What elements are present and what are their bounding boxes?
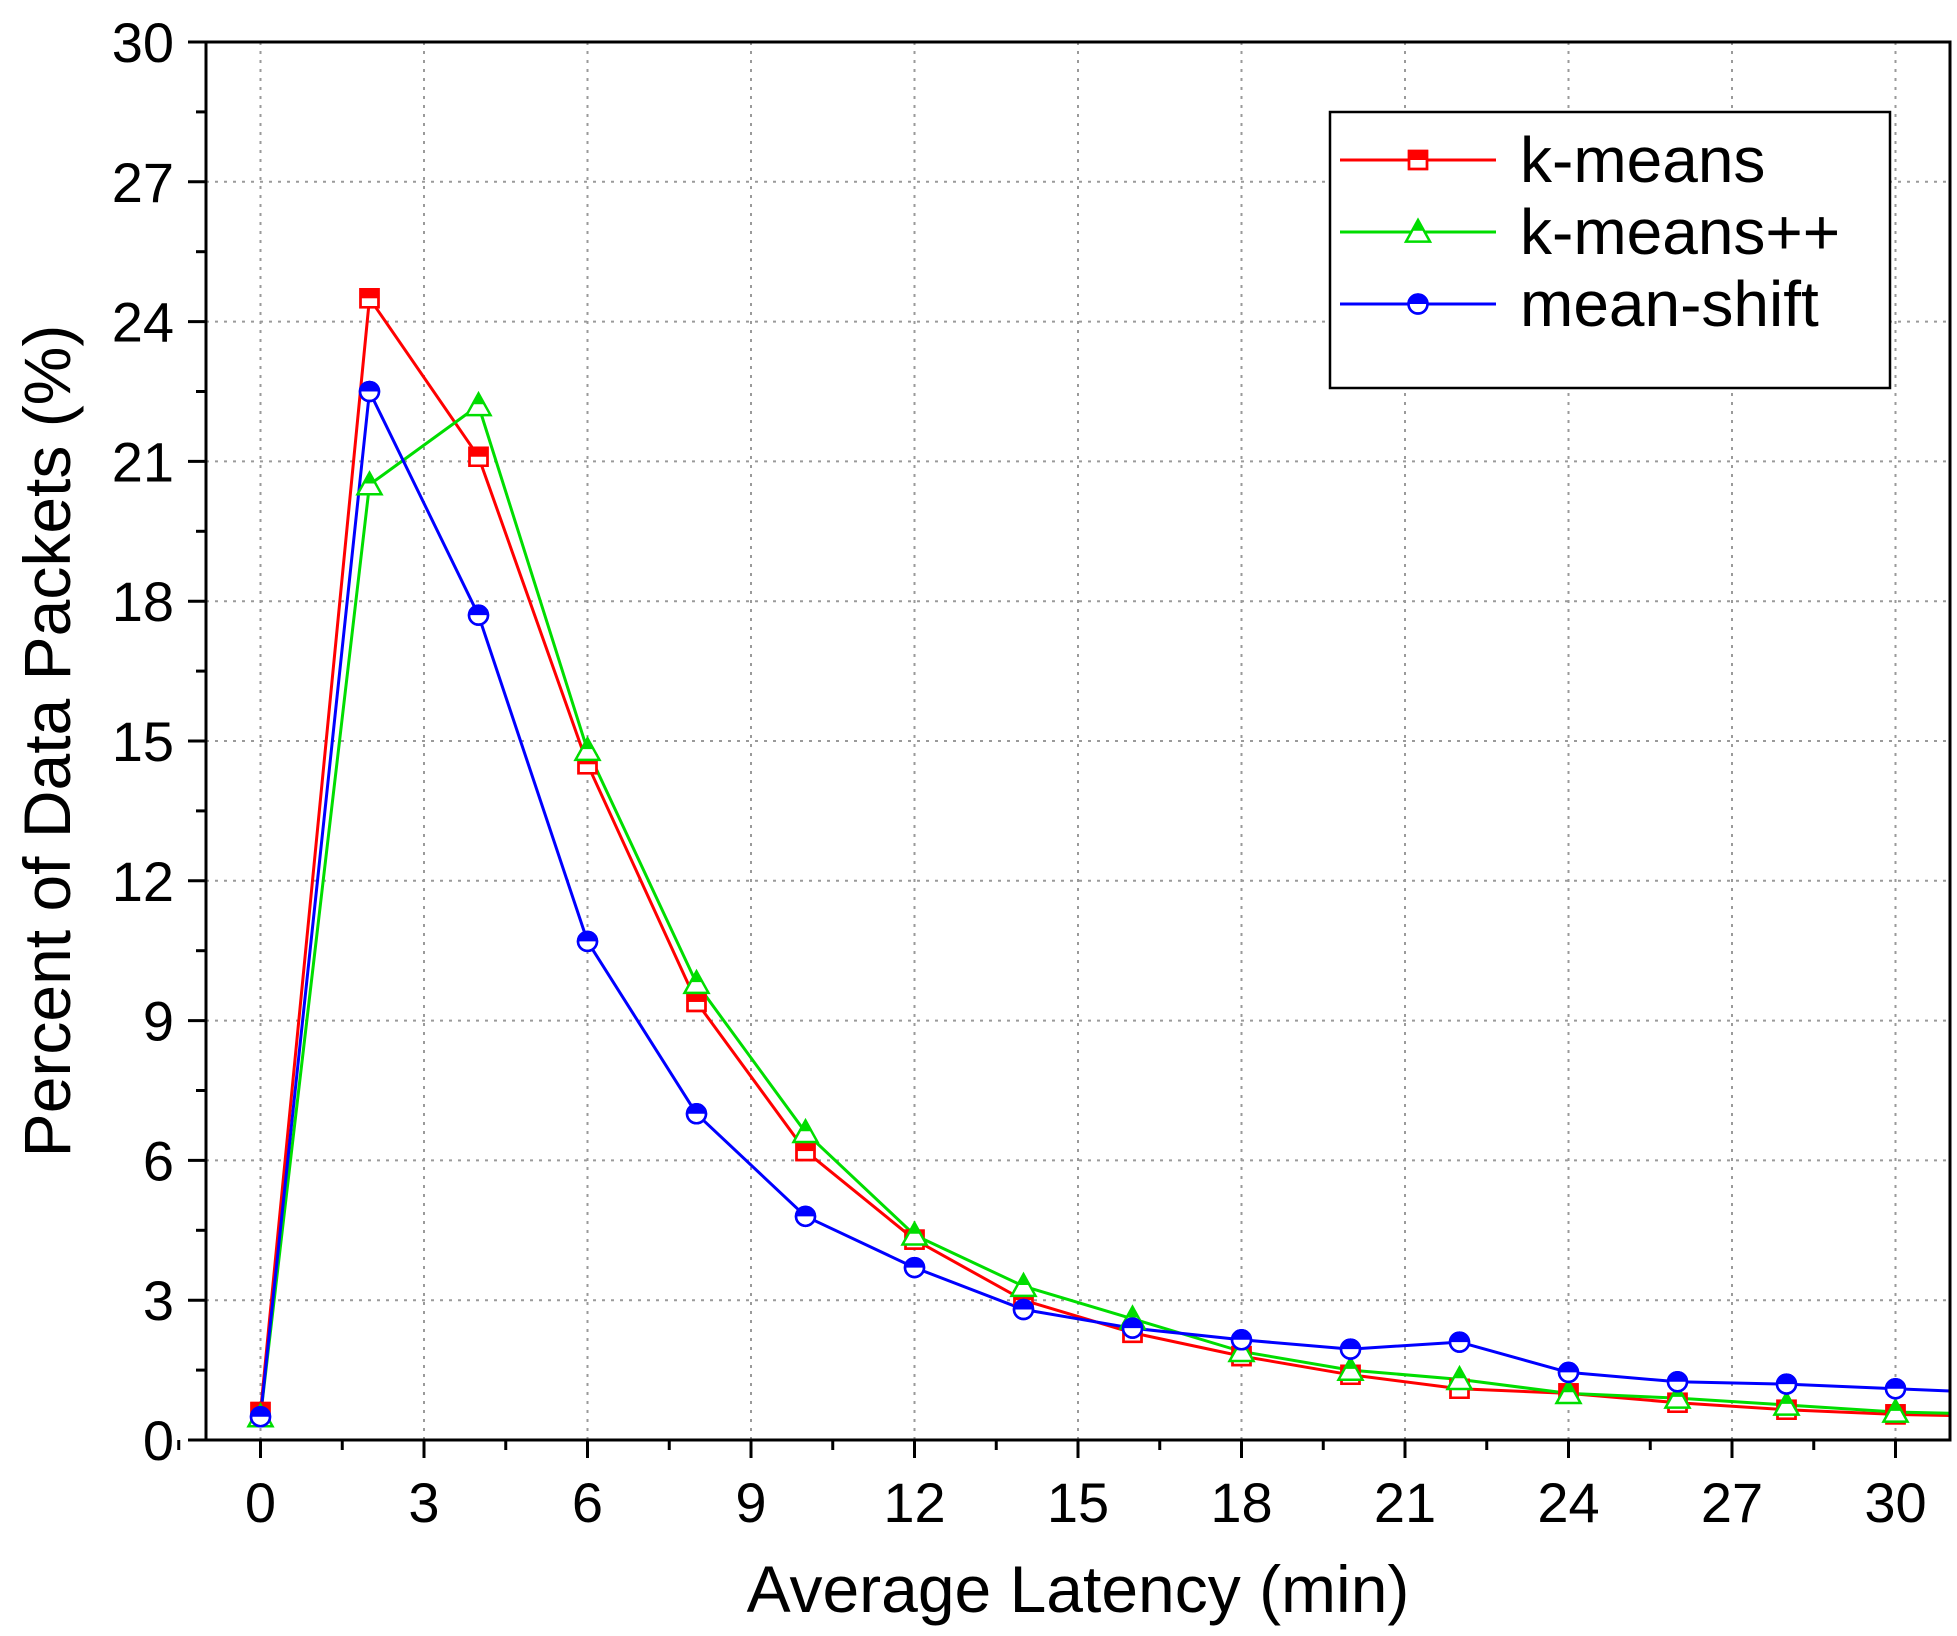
x-axis-title: Average Latency (min) [747, 1552, 1410, 1626]
y-tick-label: 27 [112, 151, 174, 214]
data-point-mean-shift [1884, 1377, 1907, 1400]
data-point-k-means++ [900, 1220, 929, 1246]
x-tick-label: 18 [1210, 1471, 1272, 1534]
y-tick-label: 9 [143, 990, 174, 1053]
data-point-k-means++ [355, 470, 384, 496]
series-line-k-means [259, 296, 1950, 1418]
y-tick-label: 24 [112, 291, 174, 354]
x-tick-label: 9 [735, 1471, 766, 1534]
data-point-k-means++ [682, 968, 711, 995]
x-tick-label: 3 [408, 1471, 439, 1534]
legend-label-mean-shift: mean-shift [1520, 268, 1819, 340]
series-line-mean-shift [259, 390, 1950, 1417]
data-point-k-means++ [573, 735, 602, 762]
data-point-mean-shift [1339, 1338, 1362, 1360]
data-point-k-means++ [1009, 1271, 1038, 1298]
legend-marker-k-means++ [1403, 217, 1433, 243]
y-axis-title: Percent of Data Packets (%) [10, 325, 84, 1158]
data-point-mean-shift [794, 1205, 817, 1228]
y-tick-label: 15 [112, 710, 174, 773]
data-point-k-means++ [1881, 1397, 1910, 1423]
data-point-mean-shift [467, 604, 490, 626]
x-tick-label: 27 [1701, 1471, 1763, 1534]
data-point-k-means++ [464, 390, 493, 417]
y-tick-label: 21 [112, 430, 174, 493]
data-point-k-means [468, 446, 489, 467]
y-tick-label: 12 [112, 850, 174, 913]
data-point-mean-shift [1775, 1373, 1798, 1395]
legend-marker-k-means [1407, 149, 1429, 171]
data-point-k-means++ [1336, 1355, 1365, 1381]
data-point-mean-shift [1012, 1298, 1035, 1321]
y-tick-label: 6 [143, 1129, 174, 1192]
x-tick-label: 0 [245, 1471, 276, 1534]
x-tick-label: 12 [883, 1471, 945, 1534]
data-point-mean-shift [685, 1103, 708, 1125]
data-point-k-means [359, 288, 380, 309]
legend-marker-mean-shift [1407, 293, 1429, 315]
data-point-k-means++ [1772, 1390, 1801, 1416]
x-tick-label: 21 [1374, 1471, 1436, 1534]
x-tick-label: 15 [1047, 1471, 1109, 1534]
data-point-mean-shift [1121, 1317, 1144, 1339]
data-point-mean-shift [903, 1256, 926, 1279]
data-point-k-means++ [1445, 1364, 1474, 1391]
data-point-mean-shift [358, 380, 381, 403]
y-tick-label: 0 [143, 1409, 174, 1472]
x-tick-label: 24 [1537, 1471, 1599, 1534]
data-point-k-means [686, 991, 707, 1013]
data-point-mean-shift [1666, 1371, 1689, 1393]
x-tick-label: 6 [572, 1471, 603, 1534]
data-point-k-means++ [791, 1117, 820, 1144]
data-point-mean-shift [1448, 1331, 1471, 1353]
legend-label-k-means: k-means [1520, 124, 1765, 196]
data-point-mean-shift [1557, 1361, 1580, 1384]
data-point-k-means [795, 1140, 816, 1162]
data-point-mean-shift [1230, 1329, 1253, 1351]
y-tick-label: 18 [112, 570, 174, 633]
data-point-mean-shift [576, 930, 599, 953]
x-tick-label: 30 [1864, 1471, 1926, 1534]
y-tick-label: 30 [112, 11, 174, 74]
data-point-mean-shift [249, 1405, 272, 1428]
data-point-k-means++ [1554, 1378, 1583, 1405]
legend-label-k-means++: k-means++ [1520, 196, 1840, 268]
y-tick-label: 3 [143, 1269, 174, 1332]
